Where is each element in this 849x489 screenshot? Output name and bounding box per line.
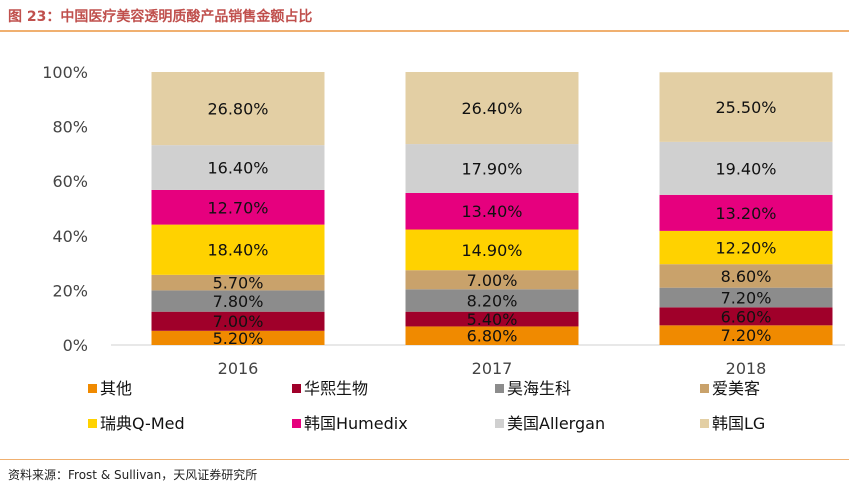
data-label: 12.20%	[715, 239, 776, 258]
data-label: 5.20%	[213, 329, 264, 348]
bar-segment-2016-7	[151, 72, 325, 146]
x-tick-label: 2016	[218, 359, 259, 378]
y-tick-label: 20%	[52, 281, 88, 300]
y-tick-label: 40%	[52, 227, 88, 246]
legend-swatch	[292, 384, 301, 393]
x-tick-label: 2018	[726, 359, 767, 378]
legend-label: 瑞典Q-Med	[100, 414, 185, 433]
data-label: 13.20%	[715, 204, 776, 223]
data-label: 7.20%	[721, 288, 772, 307]
data-label: 8.20%	[467, 292, 518, 311]
legend-label: 昊海生科	[507, 379, 571, 398]
data-label: 7.00%	[467, 271, 518, 290]
bar-segment-2017-1	[405, 311, 579, 327]
x-tick-label: 2017	[472, 359, 513, 378]
legend-label: 美国Allergan	[507, 414, 605, 433]
bar-segment-2017-6	[405, 144, 579, 193]
bar-segment-2016-3	[151, 274, 325, 291]
data-label: 7.20%	[721, 326, 772, 345]
data-label: 26.80%	[207, 100, 268, 119]
data-label: 18.40%	[207, 241, 268, 260]
bar-segment-2018-5	[659, 194, 833, 231]
legend-label: 韩国LG	[712, 414, 765, 433]
data-label: 5.70%	[213, 274, 264, 293]
data-label: 6.60%	[721, 307, 772, 326]
bar-segment-2018-3	[659, 264, 833, 288]
bar-segment-2018-7	[659, 72, 833, 142]
figure-title: 图 23：中国医疗美容透明质酸产品销售金额占比	[8, 9, 313, 25]
data-label: 14.90%	[461, 241, 522, 260]
legend-label: 韩国Humedix	[304, 414, 408, 433]
bar-segment-2017-0	[405, 326, 579, 345]
legend-label: 其他	[100, 379, 132, 398]
data-label: 8.60%	[721, 267, 772, 286]
bar-segment-2016-2	[151, 290, 325, 312]
bar-segment-2018-4	[659, 230, 833, 265]
data-label: 25.50%	[715, 98, 776, 117]
data-label: 7.00%	[213, 312, 264, 331]
bar-segment-2017-3	[405, 270, 579, 290]
y-tick-label: 100%	[42, 63, 88, 82]
bar-segment-2018-1	[659, 307, 833, 326]
legend-swatch	[495, 419, 504, 428]
legend-swatch	[88, 384, 97, 393]
bar-segment-2017-7	[405, 72, 579, 145]
bar-segment-2016-5	[151, 189, 325, 225]
legend-swatch	[495, 384, 504, 393]
y-tick-label: 0%	[63, 336, 88, 355]
bar-segment-2017-5	[405, 192, 579, 230]
y-tick-label: 60%	[52, 172, 88, 191]
data-label: 5.40%	[467, 310, 518, 329]
bar-segment-2016-4	[151, 224, 325, 275]
data-label: 19.40%	[715, 159, 776, 178]
bar-segment-2018-0	[659, 325, 833, 345]
bar-segment-2016-6	[151, 145, 325, 190]
legend-swatch	[700, 419, 709, 428]
bar-segment-2018-6	[659, 141, 833, 195]
data-label: 17.90%	[461, 160, 522, 179]
bar-segment-2016-0	[151, 330, 325, 345]
data-label: 13.40%	[461, 202, 522, 221]
stacked-bar-chart: 0%20%40%60%80%100%5.20%7.00%7.80%5.70%18…	[42, 63, 845, 433]
bar-segment-2016-1	[151, 311, 325, 331]
bar-segment-2018-2	[659, 287, 833, 308]
legend-swatch	[88, 419, 97, 428]
legend-label: 爱美客	[712, 379, 760, 398]
legend-swatch	[700, 384, 709, 393]
data-label: 7.80%	[213, 292, 264, 311]
data-label: 12.70%	[207, 198, 268, 217]
legend-swatch	[292, 419, 301, 428]
legend-label: 华熙生物	[304, 379, 368, 398]
y-tick-label: 80%	[52, 118, 88, 137]
top-rule	[0, 30, 849, 32]
source-note: 资料来源：Frost & Sullivan，天风证券研究所	[8, 468, 258, 482]
data-label: 16.40%	[207, 159, 268, 178]
data-label: 6.80%	[467, 327, 518, 346]
bottom-rule	[0, 459, 849, 460]
bar-segment-2017-2	[405, 289, 579, 312]
data-label: 26.40%	[461, 99, 522, 118]
bar-segment-2017-4	[405, 229, 579, 271]
